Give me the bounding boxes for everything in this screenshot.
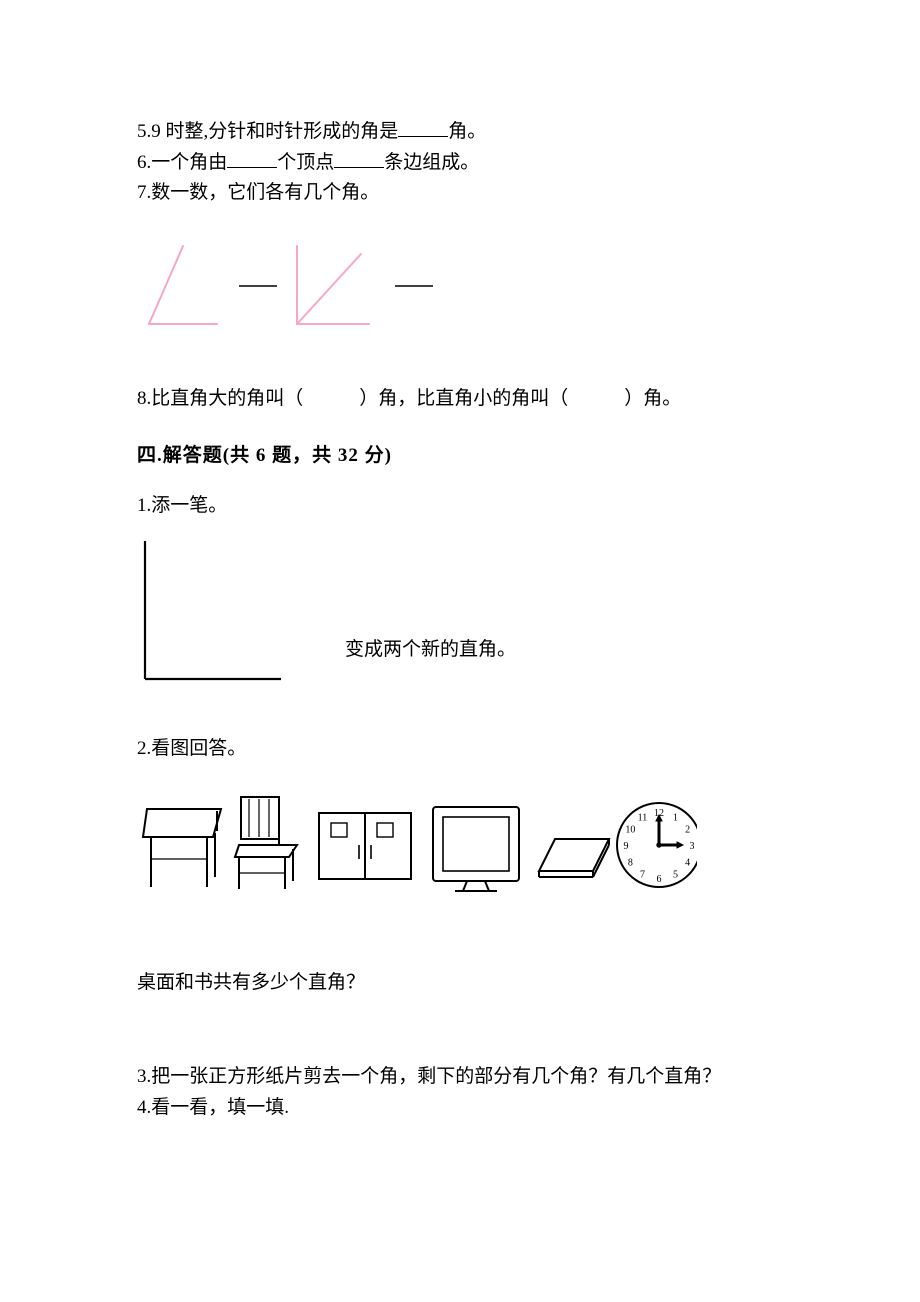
svg-text:6: 6 xyxy=(657,874,662,885)
s4q2-ask: 桌面和书共有多少个直角？ xyxy=(137,969,783,998)
q5-text-after: 角。 xyxy=(448,121,486,142)
q6-blank-1 xyxy=(227,149,277,168)
svg-text:10: 10 xyxy=(625,825,635,836)
s4q2-objects-diagram: 121234567891011 xyxy=(137,787,697,899)
q6-text-b: 个顶点 xyxy=(277,152,334,173)
q8-text-b: ）角，比直角小的角叫（ xyxy=(359,388,568,409)
s4q1-caption: 变成两个新的直角。 xyxy=(345,636,516,665)
q7-angle-diagram xyxy=(137,236,437,336)
s4q1-block: 变成两个新的直角。 xyxy=(137,539,783,685)
q5-blank xyxy=(398,118,448,137)
question-7-prompt: 7.数一数，它们各有几个角。 xyxy=(137,179,783,208)
svg-text:4: 4 xyxy=(685,858,690,869)
s4q2-figures: 121234567891011 xyxy=(137,787,783,909)
svg-text:5: 5 xyxy=(673,870,678,881)
svg-text:2: 2 xyxy=(685,825,690,836)
svg-text:8: 8 xyxy=(628,858,633,869)
s4q3-text: 3.把一张正方形纸片剪去一个角，剩下的部分有几个角？有几个直角？ xyxy=(137,1063,783,1092)
q8-text-c: ）角。 xyxy=(624,388,681,409)
svg-text:9: 9 xyxy=(624,841,629,852)
svg-text:1: 1 xyxy=(673,812,678,823)
question-6: 6.一个角由 个顶点 条边组成。 xyxy=(137,149,783,178)
s4q1-prompt: 1.添一笔。 xyxy=(137,492,783,521)
question-8: 8.比直角大的角叫（ ）角，比直角小的角叫（ ）角。 xyxy=(137,385,783,414)
svg-text:11: 11 xyxy=(638,812,648,823)
s4q1-right-angle-diagram xyxy=(137,539,287,685)
question-5: 5.9 时整,分针和时针形成的角是 角。 xyxy=(137,118,783,147)
s4q2-prompt: 2.看图回答。 xyxy=(137,735,783,764)
q6-text-a: 6.一个角由 xyxy=(137,152,227,173)
q6-blank-2 xyxy=(334,149,384,168)
svg-text:7: 7 xyxy=(640,870,645,881)
q8-text-a: 8.比直角大的角叫（ xyxy=(137,388,303,409)
s4q4-text: 4.看一看，填一填. xyxy=(137,1094,783,1123)
q6-text-c: 条边组成。 xyxy=(384,152,479,173)
question-7-figures xyxy=(137,236,783,346)
section-4-heading: 四.解答题(共 6 题，共 32 分) xyxy=(137,442,783,471)
q5-text-before: 5.9 时整,分针和时针形成的角是 xyxy=(137,121,398,142)
svg-text:3: 3 xyxy=(690,841,695,852)
